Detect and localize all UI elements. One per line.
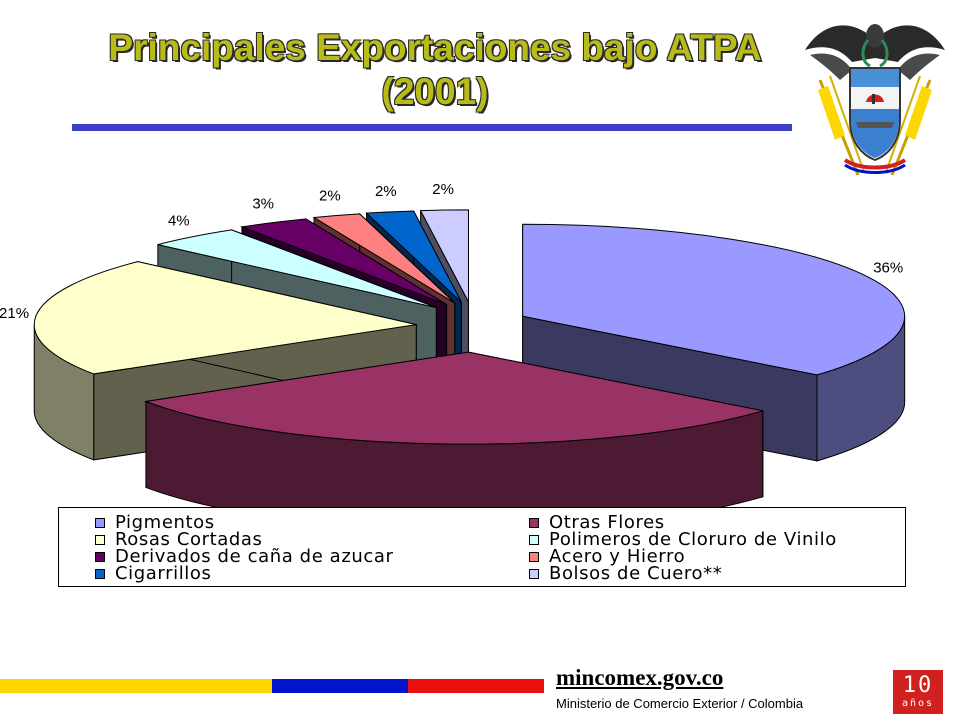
- legend-swatch: [529, 518, 539, 528]
- slice-label-7: 2%: [432, 181, 454, 198]
- legend-label: Bolsos de Cuero**: [549, 563, 723, 584]
- legend-swatch: [95, 518, 105, 528]
- flag-stripe-blue: [272, 679, 408, 693]
- website-link[interactable]: mincomex.gov.co: [556, 665, 724, 690]
- ten-years-badge: 10 años: [893, 670, 943, 714]
- badge-number: 10: [902, 673, 934, 698]
- slice-label-5: 2%: [319, 187, 341, 204]
- legend-label: Rosas Cortadas: [115, 529, 263, 550]
- slice-label-0: 36%: [873, 260, 903, 277]
- coat-of-arms-icon: [805, 24, 945, 176]
- slice-label-4: 3%: [252, 196, 274, 213]
- legend-label: Acero y Hierro: [549, 546, 686, 567]
- legend-swatch: [95, 535, 105, 545]
- slice-label-3: 4%: [168, 212, 190, 229]
- slice-label-2: 21%: [0, 305, 29, 322]
- chart-legend: Pigmentos Otras Flores Rosas Cortadas Polim…: [58, 507, 906, 587]
- slide-title: Principales Exportaciones bajo ATPA (200…: [108, 27, 762, 112]
- slice-label-6: 2%: [375, 183, 397, 200]
- legend-swatch: [529, 552, 539, 562]
- flag-stripe-red: [408, 679, 544, 693]
- pie-slice-1: [143, 351, 764, 531]
- legend-label: Otras Flores: [549, 512, 665, 533]
- title-underline: [72, 124, 792, 131]
- badge-word: años: [901, 698, 935, 709]
- legend-label: Polimeros de Cloruro de Vinilo: [549, 529, 837, 550]
- legend-swatch: [529, 535, 539, 545]
- ministry-name: Ministerio de Comercio Exterior / Colomb…: [556, 696, 804, 711]
- legend-swatch: [95, 552, 105, 562]
- legend-swatch: [529, 569, 539, 579]
- legend-label: Pigmentos: [115, 512, 215, 533]
- flag-stripe-yellow: [0, 679, 272, 693]
- legend-swatch: [95, 569, 105, 579]
- legend-label: Derivados de caña de azucar: [115, 546, 394, 567]
- legend-label: Cigarrillos: [115, 563, 212, 584]
